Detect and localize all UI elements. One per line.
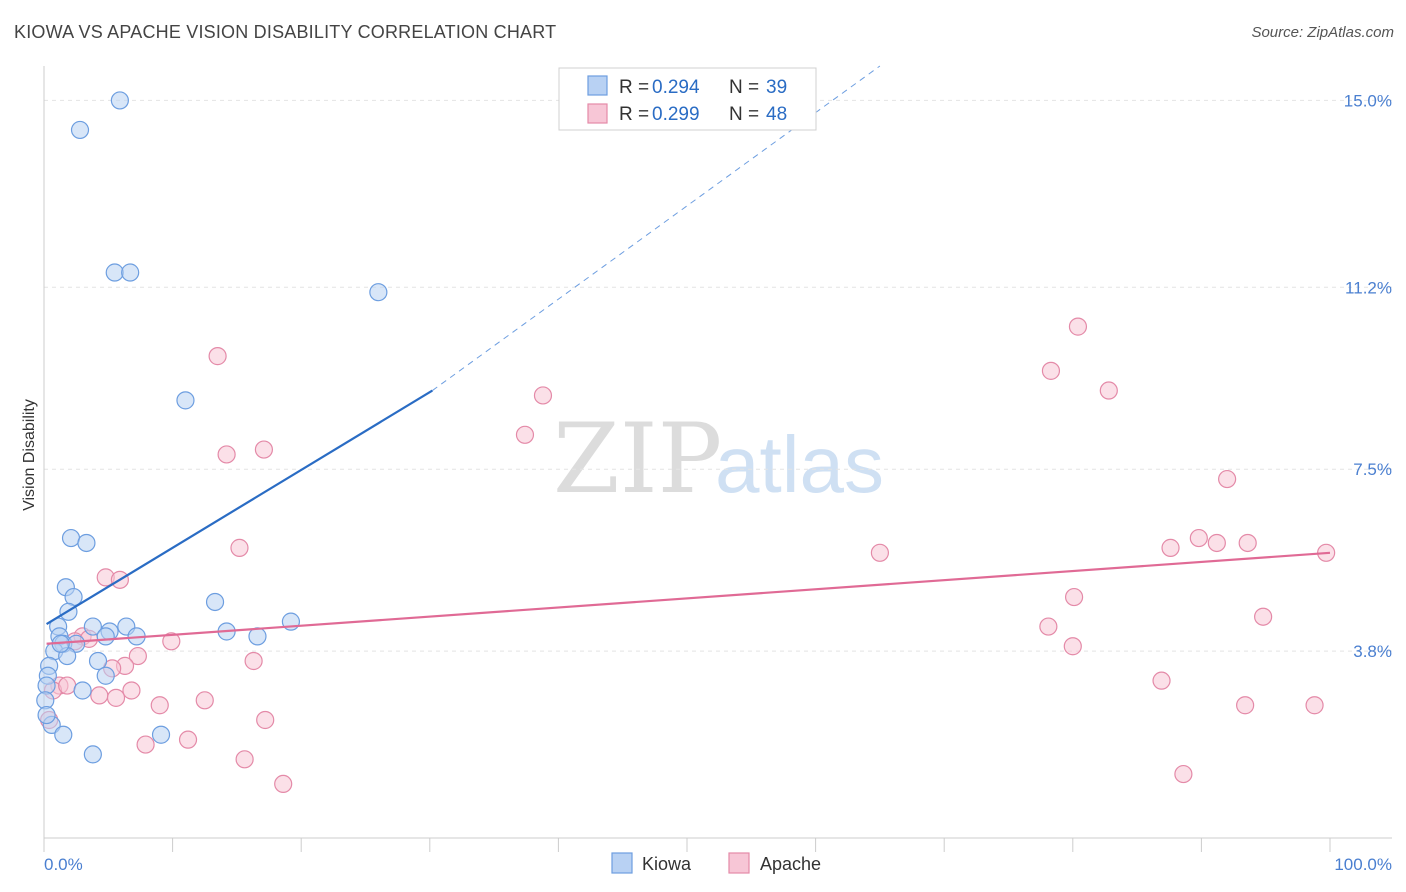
kiowa-point bbox=[88, 651, 108, 671]
kiowa-trend-line bbox=[46, 389, 433, 626]
watermark-zip: ZIP bbox=[553, 403, 722, 515]
apache-point bbox=[1041, 361, 1061, 380]
kiowa-point bbox=[105, 263, 124, 282]
apache-point bbox=[1218, 469, 1237, 489]
x-ticks bbox=[43, 838, 1331, 852]
apache-point bbox=[1099, 381, 1118, 400]
legend-apache-r-value: 0.299 bbox=[652, 104, 700, 125]
apache-point bbox=[1189, 528, 1208, 548]
kiowa-point bbox=[37, 705, 56, 725]
apache-series bbox=[40, 317, 1336, 794]
y-tick-label: 11.2% bbox=[1345, 278, 1392, 297]
kiowa-point bbox=[205, 592, 225, 612]
gridlines bbox=[44, 99, 1392, 652]
kiowa-point bbox=[151, 725, 171, 744]
apache-point bbox=[1161, 538, 1180, 557]
legend-apache-swatch bbox=[587, 103, 608, 124]
bottom-legend-kiowa-swatch bbox=[611, 852, 633, 874]
kiowa-point bbox=[70, 120, 90, 140]
y-tick-label: 7.5% bbox=[1353, 460, 1392, 479]
kiowa-point bbox=[121, 263, 140, 282]
bottom-legend-apache-label: Apache bbox=[760, 854, 821, 874]
series-legend: Kiowa Apache bbox=[611, 852, 821, 874]
apache-point bbox=[195, 691, 214, 710]
apache-point bbox=[1238, 533, 1257, 553]
kiowa-point bbox=[83, 745, 102, 764]
y-tick-label: 15.0% bbox=[1344, 91, 1392, 110]
apache-point bbox=[1068, 317, 1088, 336]
apache-trend-line bbox=[46, 551, 1331, 645]
apache-point bbox=[1207, 533, 1226, 553]
apache-point bbox=[1236, 696, 1255, 715]
legend-kiowa-n-label: N = bbox=[729, 77, 759, 98]
kiowa-series bbox=[36, 91, 388, 764]
apache-point bbox=[230, 538, 249, 557]
apache-point bbox=[1305, 696, 1324, 715]
apache-point bbox=[274, 774, 293, 794]
apache-point bbox=[162, 632, 181, 651]
kiowa-point bbox=[96, 666, 115, 685]
apache-point bbox=[122, 681, 141, 700]
y-tick-labels: 3.8% 7.5% 11.2% 15.0% bbox=[1344, 91, 1392, 661]
apache-point bbox=[150, 696, 169, 715]
watermark-atlas: atlas bbox=[715, 420, 884, 509]
apache-point bbox=[106, 688, 126, 707]
kiowa-point bbox=[61, 528, 81, 548]
apache-point bbox=[254, 440, 274, 459]
apache-point bbox=[178, 730, 198, 749]
apache-point bbox=[1063, 637, 1082, 656]
legend-kiowa-n-value: 39 bbox=[766, 77, 787, 98]
apache-point bbox=[128, 646, 147, 666]
kiowa-point bbox=[96, 627, 115, 646]
kiowa-point bbox=[248, 627, 267, 646]
apache-point bbox=[58, 676, 77, 695]
apache-point bbox=[1254, 607, 1273, 626]
apache-point bbox=[90, 686, 109, 705]
kiowa-trend-extension bbox=[432, 65, 881, 391]
source-label: Source: ZipAtlas.com bbox=[1251, 24, 1394, 41]
apache-point bbox=[533, 386, 553, 405]
apache-point bbox=[870, 543, 890, 562]
kiowa-point bbox=[176, 391, 195, 410]
y-axis-title: Vision Disability bbox=[21, 399, 38, 511]
legend-kiowa-swatch bbox=[587, 75, 608, 96]
apache-point bbox=[1152, 671, 1171, 690]
apache-point bbox=[1039, 617, 1058, 636]
kiowa-point bbox=[54, 725, 73, 744]
legend-apache-r-label: R = bbox=[619, 104, 649, 125]
kiowa-point bbox=[77, 533, 96, 553]
chart-title: KIOWA VS APACHE VISION DISABILITY CORREL… bbox=[14, 22, 557, 42]
apache-point bbox=[235, 750, 254, 769]
legend-apache-n-value: 48 bbox=[766, 104, 787, 125]
apache-point bbox=[136, 735, 155, 754]
apache-point bbox=[208, 347, 227, 366]
bottom-legend-apache-swatch bbox=[728, 852, 750, 874]
stats-legend: R = 0.294 N = 39 R = 0.299 N = 48 bbox=[558, 67, 817, 131]
legend-kiowa-r-value: 0.294 bbox=[652, 77, 700, 98]
kiowa-point bbox=[110, 91, 129, 110]
kiowa-point bbox=[83, 617, 102, 636]
kiowa-point bbox=[73, 681, 92, 700]
apache-point bbox=[256, 710, 275, 730]
apache-point bbox=[1174, 764, 1193, 784]
bottom-legend-kiowa-label: Kiowa bbox=[642, 854, 692, 874]
x-tick-label-min: 0.0% bbox=[44, 855, 83, 874]
apache-point bbox=[515, 425, 535, 444]
x-tick-label-max: 100.0% bbox=[1334, 855, 1392, 874]
kiowa-point bbox=[369, 283, 388, 302]
legend-apache-n-label: N = bbox=[729, 104, 759, 125]
trend-lines bbox=[46, 65, 1331, 645]
legend-kiowa-r-label: R = bbox=[619, 77, 649, 98]
apache-point bbox=[244, 651, 263, 671]
apache-point bbox=[1064, 587, 1084, 607]
apache-point bbox=[217, 445, 236, 464]
y-tick-label: 3.8% bbox=[1353, 642, 1392, 661]
